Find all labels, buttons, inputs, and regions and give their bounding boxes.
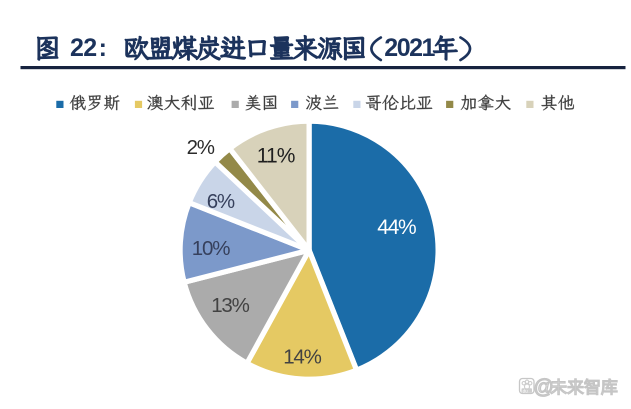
svg-text:11%: 11%: [257, 145, 295, 168]
svg-text:10%: 10%: [192, 237, 230, 260]
svg-text:2021: 2021: [384, 34, 435, 62]
svg-text:2%: 2%: [187, 136, 215, 159]
svg-text:@: @: [534, 377, 554, 399]
svg-text:14%: 14%: [283, 346, 321, 369]
svg-text:6%: 6%: [207, 190, 235, 213]
svg-text:44%: 44%: [377, 216, 416, 239]
svg-text:du: du: [523, 388, 529, 393]
svg-text:22: 22: [70, 34, 97, 62]
svg-text::: :: [99, 34, 107, 62]
svg-text:13%: 13%: [211, 294, 249, 317]
